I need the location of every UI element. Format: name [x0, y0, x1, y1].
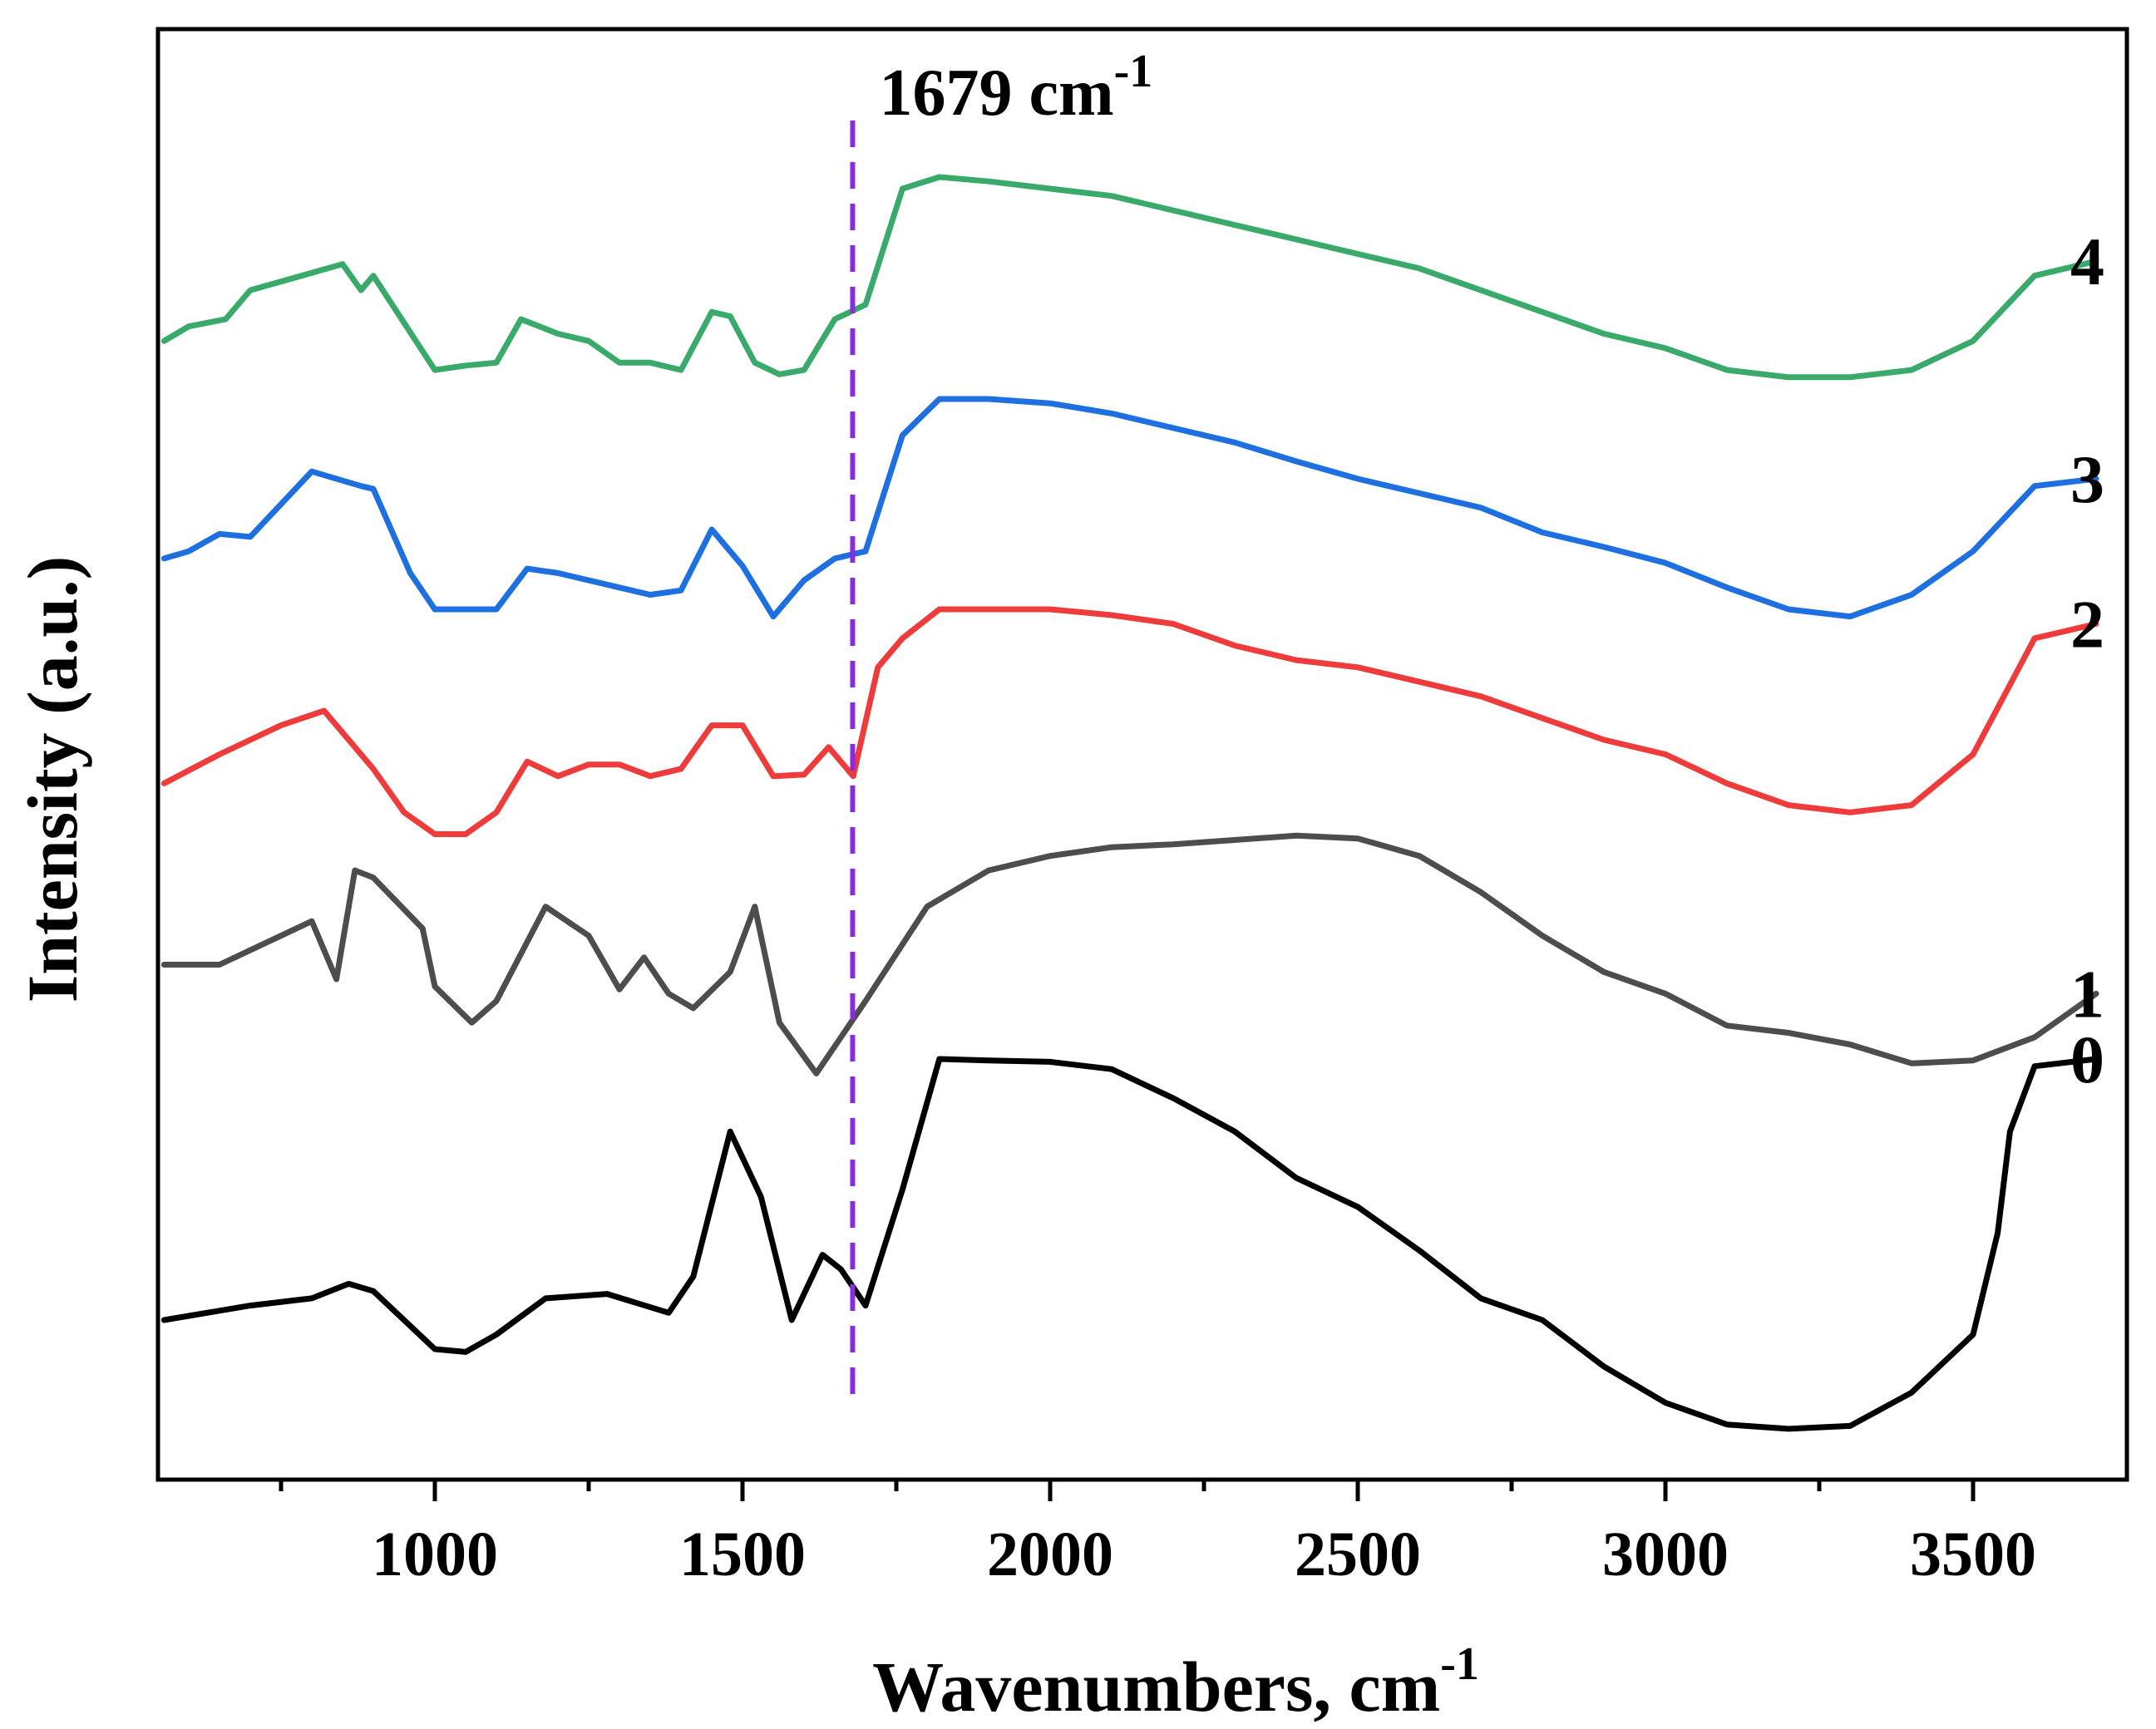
series-4-line	[160, 174, 2099, 381]
x-axis-title: Wavenumbers, cm-1	[872, 1638, 1479, 1727]
series-0-line	[160, 1056, 2099, 1432]
plot-series	[160, 174, 2099, 1432]
x-tick-label-0: 1000	[372, 1520, 498, 1589]
x-tick-label-3: 2500	[1295, 1520, 1421, 1589]
series-label-1: 1	[2070, 956, 2104, 1032]
series-label-0: 0	[2070, 1022, 2104, 1097]
series-3-line	[160, 396, 2099, 620]
series-2-line	[160, 606, 2099, 837]
x-axis-tick-labels: 1000 1500 2000 2500 3000 3500	[372, 1520, 2036, 1589]
annotation-label: 1679 cm-1	[879, 46, 1152, 130]
x-tick-label-1: 1500	[679, 1520, 806, 1589]
x-tick-label-4: 3000	[1602, 1520, 1729, 1589]
plot-frame	[155, 27, 2129, 1482]
y-axis-title: Intensity (a.u.)	[12, 556, 92, 1003]
series-label-4: 4	[2070, 224, 2104, 299]
series-label-3: 3	[2070, 441, 2104, 517]
series-labels: 01 2 3 4	[2070, 224, 2104, 1097]
x-tick-label-2: 2000	[987, 1520, 1113, 1589]
series-label-2: 2	[2070, 587, 2104, 663]
series-1-line	[160, 832, 2099, 1076]
x-tick-label-5: 3500	[1910, 1520, 2036, 1589]
x-axis-ticks	[279, 1480, 1976, 1501]
